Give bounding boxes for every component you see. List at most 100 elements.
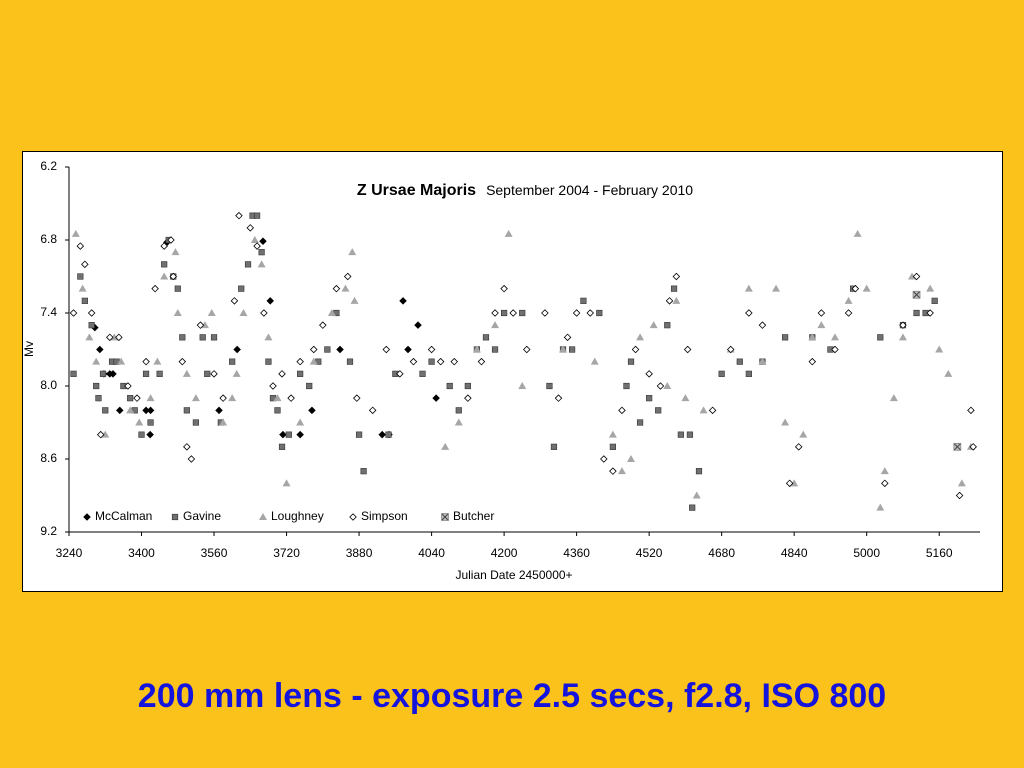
point (744, 284, 753, 292)
point (967, 406, 975, 415)
point (541, 309, 549, 317)
point (160, 272, 169, 280)
point (572, 309, 581, 317)
point-cross (913, 291, 920, 299)
point (491, 346, 499, 353)
point (233, 345, 241, 354)
point (808, 333, 817, 341)
y-tick-label: 7.4 (40, 305, 57, 319)
caption: 200 mm lens - exposure 2.5 secs, f2.8, I… (138, 677, 886, 715)
point (153, 357, 162, 365)
point (124, 382, 132, 390)
point (646, 395, 653, 402)
point (677, 431, 684, 438)
point (215, 406, 223, 415)
point (844, 309, 853, 317)
point (142, 370, 150, 377)
point (127, 395, 134, 402)
point (683, 345, 692, 354)
point (171, 248, 180, 256)
point (931, 297, 938, 304)
point (250, 236, 259, 243)
point (645, 370, 653, 378)
point (427, 345, 436, 354)
point (324, 346, 331, 353)
point (174, 285, 181, 292)
point (472, 345, 481, 353)
x-tick-label: 4040 (418, 546, 445, 560)
point (92, 357, 101, 365)
point (665, 297, 674, 305)
point (173, 309, 182, 316)
point (428, 358, 435, 365)
point (482, 334, 490, 341)
point (794, 443, 803, 451)
point (953, 442, 962, 451)
point (699, 406, 708, 414)
point (550, 443, 558, 450)
point (110, 333, 119, 341)
point (912, 272, 921, 281)
point (649, 321, 658, 329)
point (501, 309, 508, 317)
point (266, 297, 275, 305)
point (378, 430, 386, 439)
legend-label: Gavine (183, 509, 221, 523)
point (385, 431, 392, 438)
chart-title: Z Ursae Majoris September 2004 - February… (357, 182, 693, 200)
point (368, 406, 377, 415)
point (161, 261, 168, 268)
point (133, 394, 141, 402)
point (689, 504, 696, 511)
point (306, 382, 313, 390)
point (69, 309, 78, 317)
point (96, 430, 105, 439)
point (409, 357, 418, 366)
point (785, 479, 794, 488)
point (955, 491, 964, 500)
point (799, 430, 808, 438)
point (745, 309, 753, 317)
point (259, 237, 267, 245)
point (446, 382, 453, 390)
point (71, 229, 80, 237)
point (782, 334, 789, 341)
point (617, 467, 626, 475)
point (115, 406, 124, 415)
point-cross (953, 443, 961, 451)
point (926, 309, 934, 317)
point (862, 284, 871, 292)
point (663, 382, 672, 389)
point (106, 333, 114, 342)
x-tick-label: 3240 (56, 546, 83, 560)
point (596, 309, 603, 317)
point (309, 345, 318, 354)
point (436, 357, 445, 366)
point (260, 309, 268, 317)
point (627, 358, 635, 365)
point (745, 370, 752, 377)
point (257, 260, 266, 268)
point (876, 503, 885, 511)
point (258, 249, 265, 256)
point (346, 358, 354, 365)
legend-marker (83, 513, 91, 521)
point (477, 357, 486, 366)
point (957, 479, 966, 487)
point (877, 334, 884, 341)
point (96, 345, 104, 354)
point (851, 284, 860, 293)
point (568, 346, 576, 353)
point (853, 229, 862, 237)
point (78, 284, 87, 292)
y-tick-label: 6.2 (40, 159, 57, 173)
point (274, 407, 281, 414)
point (200, 321, 209, 329)
point (609, 467, 617, 475)
point (631, 345, 640, 354)
point (210, 334, 218, 341)
point (93, 382, 100, 390)
point (636, 333, 645, 341)
point (781, 418, 790, 426)
